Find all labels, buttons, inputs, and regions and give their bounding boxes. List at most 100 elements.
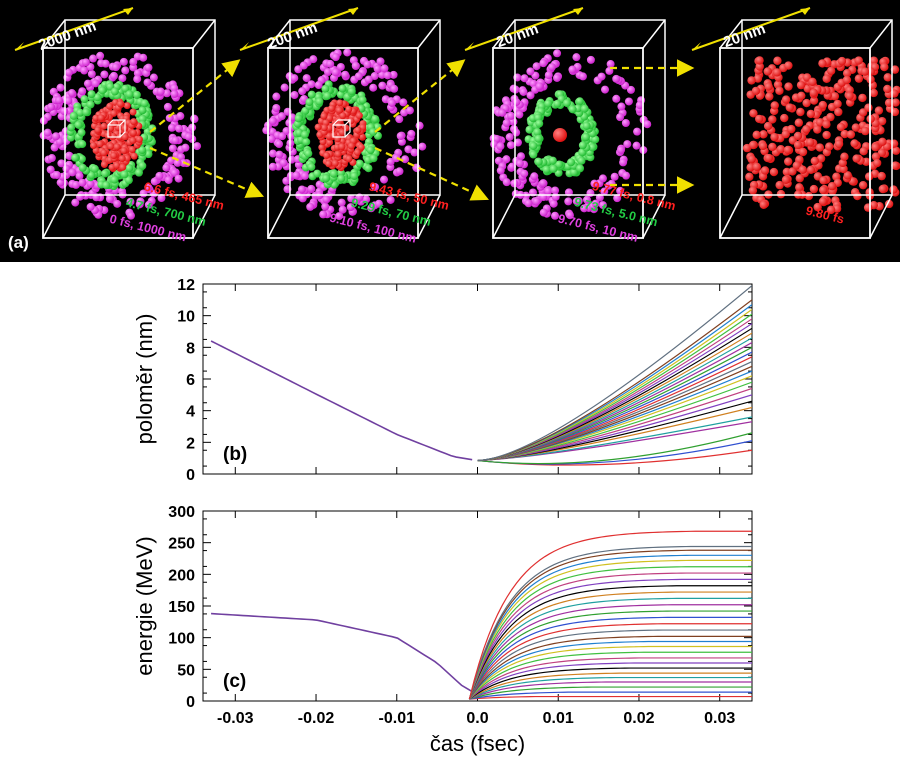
x-tick-label: -0.01 bbox=[379, 710, 416, 727]
panel-label: (b) bbox=[223, 444, 247, 465]
atom-outer bbox=[395, 167, 404, 176]
atom-mid bbox=[570, 168, 579, 177]
atom-mid bbox=[369, 128, 378, 137]
atom-outer bbox=[535, 82, 544, 91]
atom-mid bbox=[102, 181, 111, 190]
atom-outer bbox=[326, 59, 335, 68]
atom-mid bbox=[322, 174, 331, 183]
atom-exploded bbox=[819, 185, 828, 195]
atom-outer bbox=[170, 89, 179, 98]
atom-mid bbox=[76, 108, 85, 117]
energy-series bbox=[468, 623, 752, 700]
atom-outer bbox=[389, 70, 398, 79]
atom-exploded bbox=[751, 86, 761, 96]
box-edge bbox=[417, 194, 441, 239]
atom-mid bbox=[562, 99, 571, 108]
atom-outer bbox=[149, 73, 158, 82]
box-edge bbox=[719, 19, 743, 49]
atom-exploded bbox=[842, 75, 852, 85]
atom-exploded bbox=[746, 163, 755, 172]
atom-exploded bbox=[755, 62, 764, 71]
atom-mid bbox=[577, 156, 586, 165]
atom-outer bbox=[515, 110, 524, 119]
y-tick-label: 6 bbox=[186, 372, 195, 389]
atom-outer bbox=[51, 132, 60, 141]
box-4: 20 nm9.80 fs bbox=[691, 7, 900, 239]
atom-outer bbox=[121, 66, 130, 75]
atom-mid bbox=[134, 168, 143, 177]
atom-outer bbox=[314, 81, 323, 90]
atom-outer bbox=[502, 178, 511, 187]
atom-mid bbox=[307, 90, 316, 99]
atom-outer bbox=[65, 151, 74, 160]
box-edge bbox=[192, 19, 216, 49]
atom-outer bbox=[387, 98, 396, 107]
zoom-cube-edge bbox=[119, 119, 126, 126]
atom-exploded bbox=[745, 172, 754, 182]
box-edge bbox=[642, 194, 666, 239]
atom-exploded bbox=[775, 180, 784, 190]
x-tick-label: -0.02 bbox=[298, 710, 335, 727]
atom-exploded bbox=[837, 56, 847, 66]
atom-mid bbox=[82, 108, 91, 117]
y-tick-label: 0 bbox=[186, 694, 195, 711]
simulation-panel-a: 2000 nm 6.6 fs, 465 nm 4.7 fs, 700 nm 0 fs,… bbox=[0, 0, 900, 262]
atom-outer bbox=[374, 199, 383, 208]
atom-outer bbox=[89, 54, 98, 63]
atom-mid bbox=[124, 176, 133, 185]
energy-series bbox=[469, 657, 752, 700]
atom-mid bbox=[77, 128, 86, 137]
atom-mid bbox=[305, 98, 314, 107]
atom-outer bbox=[55, 96, 64, 105]
atom-exploded bbox=[891, 98, 900, 107]
atom-outer bbox=[164, 175, 173, 184]
box-1: 2000 nm6.6 fs, 465 nm4.7 fs, 700 nm0 fs,… bbox=[14, 7, 225, 244]
atom-outer bbox=[405, 106, 414, 115]
atom-exploded bbox=[843, 171, 852, 180]
energy-series bbox=[468, 635, 752, 700]
atom-outer bbox=[383, 71, 392, 80]
atom-outer bbox=[506, 141, 515, 150]
atom-outer bbox=[43, 128, 52, 137]
atom-mid bbox=[302, 137, 311, 146]
atom-exploded bbox=[792, 161, 802, 170]
box-front-face bbox=[492, 47, 644, 239]
atom-exploded bbox=[858, 93, 867, 103]
atom-exploded bbox=[826, 205, 836, 215]
atom-exploded bbox=[839, 164, 848, 174]
atom-outer bbox=[280, 83, 289, 92]
atom-outer bbox=[378, 81, 387, 90]
atom-mid bbox=[307, 162, 316, 171]
atom-core bbox=[339, 112, 347, 120]
atom-outer bbox=[580, 204, 589, 213]
atom-mid bbox=[93, 93, 102, 102]
atom-outer bbox=[86, 202, 95, 211]
atom-outer bbox=[616, 113, 625, 122]
scale-arrowhead bbox=[692, 42, 701, 50]
atom-outer bbox=[165, 113, 174, 122]
atom-outer bbox=[612, 74, 621, 83]
atom-core bbox=[320, 112, 328, 120]
atom-mid bbox=[575, 97, 584, 106]
atom-outer bbox=[78, 178, 87, 187]
energy-series bbox=[468, 591, 752, 700]
atom-outer bbox=[290, 74, 299, 83]
zoom-arrow bbox=[374, 59, 466, 133]
atom-mid bbox=[125, 90, 134, 99]
atom-core bbox=[106, 102, 114, 110]
atom-exploded bbox=[813, 125, 822, 134]
y-tick-label: 100 bbox=[168, 631, 195, 648]
atom-exploded bbox=[755, 56, 764, 65]
atom-outer bbox=[600, 187, 609, 196]
y-axis-label: energie (MeV) bbox=[132, 536, 157, 675]
atom-mid bbox=[110, 175, 119, 184]
atom-outer bbox=[75, 171, 84, 180]
atom-exploded bbox=[890, 65, 900, 74]
atom-mid bbox=[300, 130, 309, 139]
atom-core bbox=[120, 147, 128, 155]
atom-exploded bbox=[760, 166, 770, 175]
atom-outer bbox=[376, 57, 385, 66]
atom-outer bbox=[80, 66, 89, 75]
atom-exploded bbox=[891, 161, 900, 170]
atom-outer bbox=[322, 195, 331, 204]
